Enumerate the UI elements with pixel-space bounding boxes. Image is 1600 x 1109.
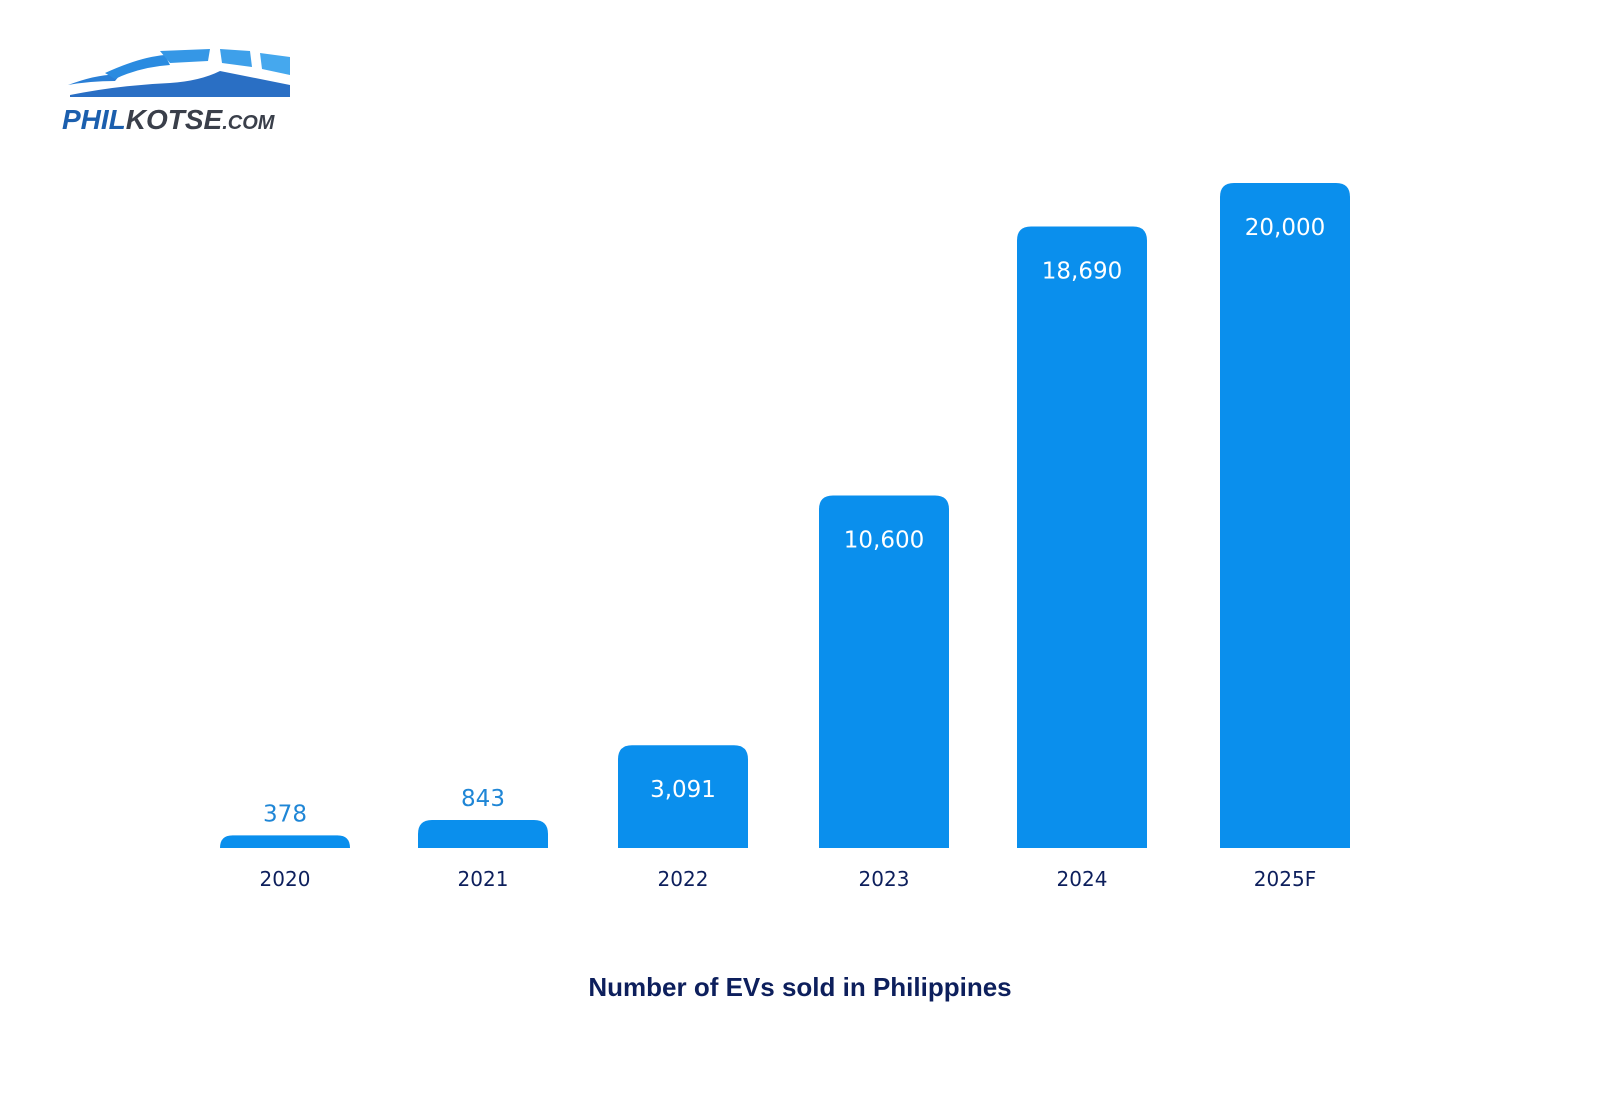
svg-text:PHILKOTSE.COM: PHILKOTSE.COM [62,104,276,135]
bar-2025F [1220,183,1350,848]
data-label: 843 [461,786,505,812]
bar-2024 [1017,226,1147,848]
x-tick-label: 2020 [260,867,311,891]
bar-2022 [618,745,748,848]
bar-2021 [418,819,548,848]
data-label: 378 [263,801,307,827]
data-label: 10,600 [844,528,924,554]
x-tick-label: 2023 [859,867,910,891]
bar-2020 [220,835,350,848]
x-tick-label: 2022 [658,867,709,891]
data-label: 18,690 [1042,259,1122,285]
chart-title: Number of EVs sold in Philippines [588,972,1012,1002]
data-label: 20,000 [1245,215,1325,241]
bar-2023 [819,495,949,848]
x-tick-label: 2025F [1254,867,1316,891]
x-tick-label: 2024 [1057,867,1108,891]
philkotse-logo: PHILKOTSE.COM [62,49,290,135]
data-label: 3,091 [650,777,716,803]
x-tick-label: 2021 [458,867,509,891]
